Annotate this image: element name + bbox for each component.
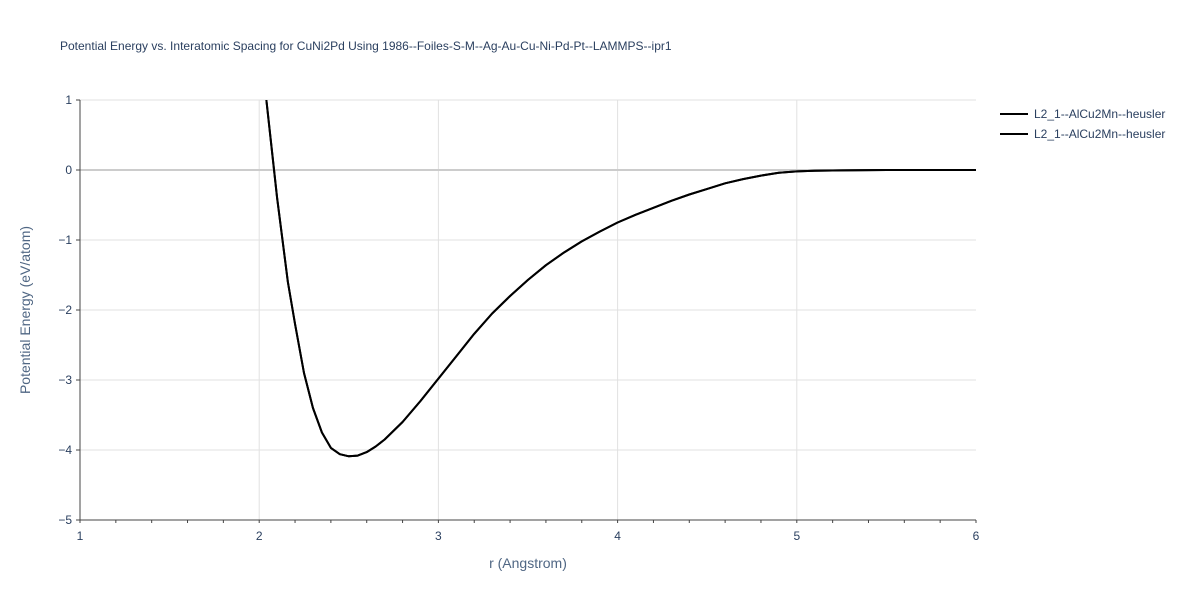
x-tick-label: 5	[793, 529, 800, 543]
y-tick-label: −5	[58, 513, 72, 527]
grid-lines	[80, 99, 976, 520]
y-tick-label: −3	[58, 373, 72, 387]
legend-label: L2_1--AlCu2Mn--heusler	[1034, 127, 1165, 141]
y-tick-label: 0	[65, 163, 72, 177]
x-tick-label: 1	[77, 529, 84, 543]
series-group	[265, 100, 976, 458]
axes	[76, 99, 977, 523]
y-tick-label: −2	[58, 303, 72, 317]
series-line-2	[265, 100, 976, 458]
y-axis-label: Potential Energy (eV/atom)	[17, 226, 33, 394]
legend-item-2[interactable]: L2_1--AlCu2Mn--heusler	[1000, 127, 1165, 141]
y-tick-label: −4	[58, 443, 72, 457]
x-tick-label: 2	[256, 529, 263, 543]
y-tick-label: −1	[58, 233, 72, 247]
legend-item-1[interactable]: L2_1--AlCu2Mn--heusler	[1000, 107, 1165, 121]
x-axis-label: r (Angstrom)	[489, 555, 567, 571]
legend[interactable]: L2_1--AlCu2Mn--heusler L2_1--AlCu2Mn--heu…	[1000, 107, 1165, 141]
legend-label: L2_1--AlCu2Mn--heusler	[1034, 107, 1165, 121]
y-tick-labels: 1 0 −1 −2 −3 −4 −5	[58, 93, 72, 527]
chart-title: Potential Energy vs. Interatomic Spacing…	[60, 39, 672, 53]
x-tick-labels: 1 2 3 4 5 6	[77, 529, 980, 543]
y-tick-label: 1	[65, 93, 72, 107]
x-tick-label: 4	[614, 529, 621, 543]
x-tick-label: 6	[973, 529, 980, 543]
series-line-1	[265, 100, 976, 458]
x-tick-label: 3	[435, 529, 442, 543]
